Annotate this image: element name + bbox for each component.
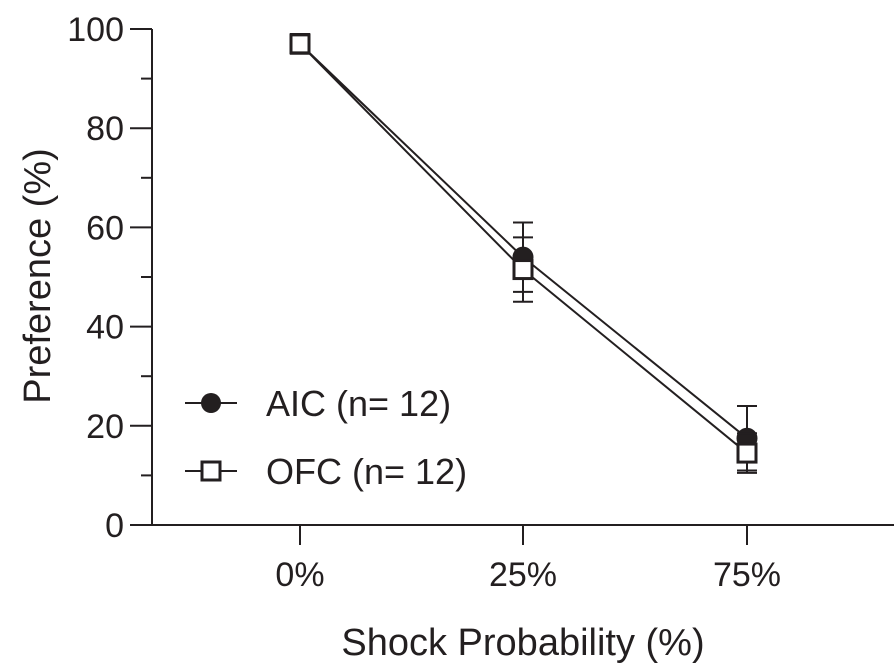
x-tick-label: 75% [713, 556, 781, 594]
y-tick-label: 100 [67, 11, 124, 49]
data-point [289, 33, 311, 55]
data-point [512, 259, 534, 281]
y-tick-label: 0 [105, 507, 124, 545]
x-axis-title: Shock Probability (%) [341, 622, 704, 664]
y-axis-title: Preference (%) [17, 148, 59, 404]
x-tick-label: 25% [489, 556, 557, 594]
legend-item: AIC (n= 12) [185, 383, 451, 424]
legend: AIC (n= 12) OFC (n= 12) [185, 383, 467, 492]
legend-marker [201, 393, 221, 413]
legend-marker [200, 460, 222, 482]
x-axis-ticks: 0% 25% 75% [275, 525, 781, 594]
y-tick-label: 40 [86, 309, 124, 347]
y-axis-ticks: 0 20 40 60 80 100 [67, 11, 152, 545]
legend-label: AIC (n= 12) [266, 383, 451, 424]
legend-item: OFC (n= 12) [185, 451, 467, 492]
y-tick-label: 20 [86, 408, 124, 446]
legend-label: OFC (n= 12) [266, 451, 467, 492]
series-layer [289, 32, 758, 474]
series-open-square [289, 32, 758, 474]
y-tick-label: 80 [86, 110, 124, 148]
y-tick-label: 60 [86, 209, 124, 247]
data-point [736, 442, 758, 464]
x-tick-label: 0% [275, 556, 324, 594]
